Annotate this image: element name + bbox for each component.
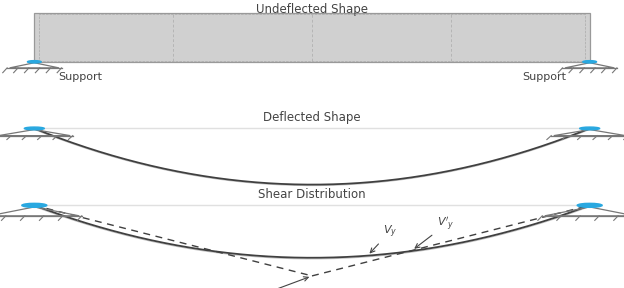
Text: $V'_y$: $V'_y$ [415,216,454,248]
Circle shape [580,127,600,130]
Circle shape [577,203,602,207]
Text: Support: Support [58,72,102,82]
Text: $v'_{max}$: $v'_{max}$ [229,277,308,288]
Bar [34,13,590,62]
Circle shape [583,61,597,63]
Bar [39,14,585,60]
Text: Support: Support [522,72,566,82]
Circle shape [22,203,47,207]
Text: $V_y$: $V_y$ [370,223,397,253]
Text: Undeflected Shape: Undeflected Shape [256,3,368,16]
Text: Shear Distribution: Shear Distribution [258,188,366,201]
Text: Deflected Shape: Deflected Shape [263,111,361,124]
Circle shape [27,61,41,63]
Circle shape [24,127,44,130]
